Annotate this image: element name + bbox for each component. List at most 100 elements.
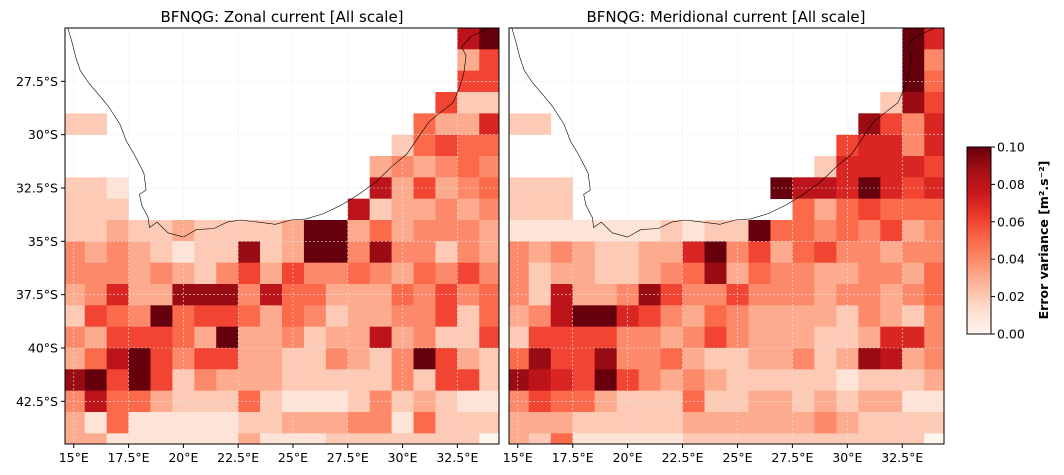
zonal-cell [106, 305, 129, 328]
meridional-cell [924, 92, 944, 114]
zonal-cell [106, 348, 129, 370]
meridional-cell [924, 220, 944, 242]
zonal-cell [457, 113, 480, 136]
zonal-cell [128, 390, 151, 413]
meridional-cell [509, 390, 530, 413]
zonal-cell [194, 220, 217, 242]
zonal-x-tick-label: 30°E [388, 450, 418, 465]
zonal-cell [65, 412, 86, 434]
meridional-cell [594, 262, 618, 285]
meridional-cell [792, 369, 815, 392]
meridional-cell [704, 284, 727, 306]
meridional-cell [880, 177, 903, 200]
meridional-cell [902, 241, 925, 264]
meridional-cell [682, 220, 705, 242]
zonal-cell [457, 412, 480, 434]
zonal-cell [128, 284, 151, 306]
zonal-cell [457, 241, 480, 264]
zonal-cell [282, 433, 305, 444]
meridional-cell [858, 113, 881, 136]
meridional-cell [682, 241, 705, 264]
meridional-cell [924, 348, 944, 370]
zonal-cell [194, 326, 217, 349]
zonal-cell [369, 412, 392, 434]
meridional-cell [814, 156, 837, 178]
meridional-cell [902, 134, 925, 157]
meridional-cell [550, 433, 574, 444]
meridional-cell [880, 284, 903, 306]
zonal-cell [106, 220, 129, 242]
meridional-cell [660, 220, 683, 242]
zonal-cell [369, 241, 392, 264]
meridional-cell [770, 326, 793, 349]
meridional-cell [594, 369, 618, 392]
zonal-cell [128, 241, 151, 264]
meridional-cell [902, 198, 925, 221]
meridional-cell [792, 241, 815, 264]
meridional-cell [528, 177, 552, 200]
zonal-cell [435, 412, 458, 434]
meridional-cell [880, 198, 903, 221]
meridional-cell [528, 433, 552, 444]
zonal-cell [347, 305, 371, 328]
zonal-cell [303, 412, 327, 434]
meridional-cell [704, 390, 727, 413]
meridional-cell [638, 433, 661, 444]
zonal-cell [65, 305, 86, 328]
meridional-cell [682, 412, 705, 434]
zonal-cell [150, 326, 173, 349]
zonal-cell [347, 198, 371, 221]
meridional-cell [858, 305, 881, 328]
zonal-cell [238, 348, 261, 370]
zonal-cell [260, 412, 283, 434]
meridional-cell [594, 433, 618, 444]
meridional-cell [770, 241, 793, 264]
meridional-cell [902, 220, 925, 242]
meridional-cell [660, 348, 683, 370]
zonal-cell [216, 241, 239, 264]
zonal-cell [84, 369, 108, 392]
meridional-cell [682, 433, 705, 444]
zonal-cell [325, 241, 349, 264]
zonal-cell [369, 198, 392, 221]
zonal-cell [479, 412, 499, 434]
zonal-gridlines [65, 28, 499, 444]
meridional-cell [616, 220, 640, 242]
zonal-cell [347, 412, 371, 434]
zonal-cell [435, 220, 458, 242]
meridional-cell [660, 433, 683, 444]
meridional-cell [704, 241, 727, 264]
zonal-coastline [67, 28, 491, 238]
zonal-cell [369, 369, 392, 392]
meridional-cell [770, 305, 793, 328]
zonal-cell [457, 49, 480, 72]
zonal-cell [325, 348, 349, 370]
meridional-cell [550, 220, 574, 242]
meridional-cell [880, 433, 903, 444]
zonal-cell [435, 305, 458, 328]
zonal-cell [106, 262, 129, 285]
meridional-cell [924, 390, 944, 413]
meridional-cell [509, 348, 530, 370]
meridional-title: BFNQG: Meridional current [All scale] [587, 8, 866, 26]
zonal-cell [172, 433, 195, 444]
meridional-cell [858, 348, 881, 370]
meridional-cell [616, 412, 640, 434]
meridional-cell [792, 433, 815, 444]
meridional-cell [572, 326, 596, 349]
meridional-cell [880, 156, 903, 178]
meridional-cell [748, 305, 771, 328]
zonal-cell [369, 284, 392, 306]
zonal-cell [238, 241, 261, 264]
meridional-cell [528, 326, 552, 349]
zonal-cell [325, 262, 349, 285]
zonal-cell [435, 348, 458, 370]
meridional-cell [550, 241, 574, 264]
zonal-cell [369, 177, 392, 200]
zonal-cell [216, 390, 239, 413]
zonal-cell [391, 412, 414, 434]
zonal-cell [216, 284, 239, 306]
meridional-cell [616, 348, 640, 370]
zonal-cell [479, 220, 499, 242]
meridional-cell [572, 348, 596, 370]
